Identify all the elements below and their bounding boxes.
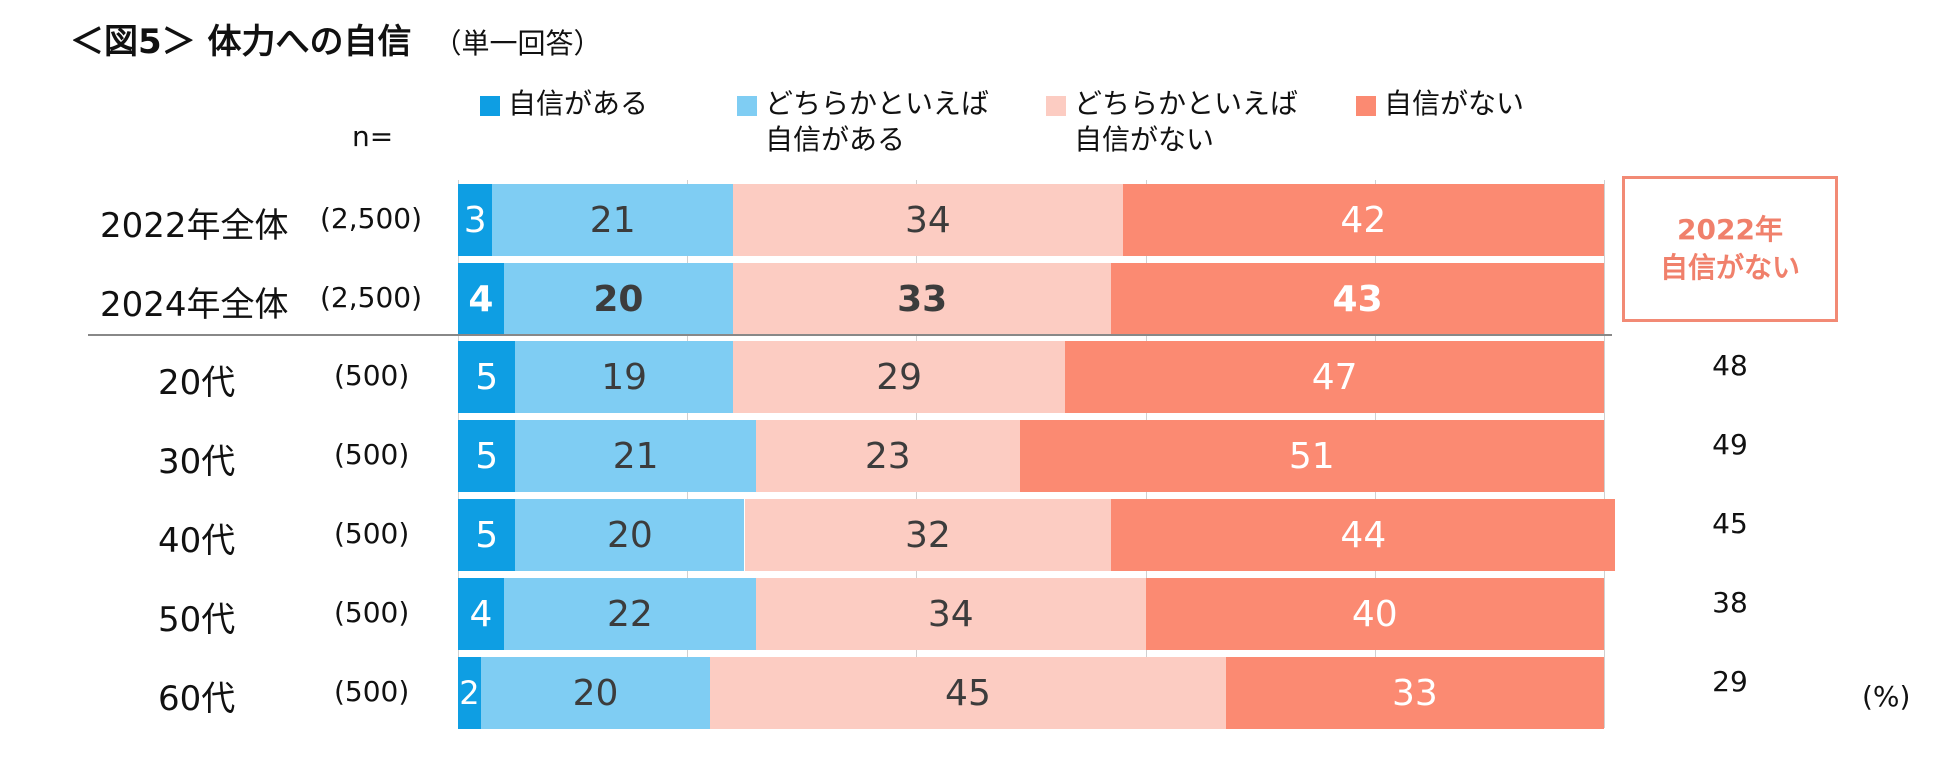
bar-segment: 3 (458, 184, 493, 256)
bar-segment: 20 (480, 657, 711, 729)
legend-item: 自信がない (1356, 86, 1525, 122)
bar-segment: 44 (1111, 499, 1616, 571)
bar-segment: 34 (755, 578, 1146, 650)
bar-segment: 34 (733, 184, 1123, 256)
side-box-2022-not-confident: 2022年 自信がない (1622, 176, 1838, 322)
side-value: 29 (1712, 665, 1748, 698)
row-label: 30代 (158, 442, 236, 482)
legend-swatch (480, 96, 500, 116)
bar-segment: 23 (755, 420, 1020, 492)
legend-label: どちらかといえば (765, 87, 990, 120)
legend-label: 自信がある (765, 123, 906, 156)
row-count: (500) (334, 438, 410, 471)
legend-label: 自信がない (1384, 87, 1525, 120)
row-count: (2,500) (320, 202, 423, 235)
side-box-line2: 自信がない (1659, 251, 1800, 284)
row-label: 2022年全体 (100, 206, 289, 246)
legend-label: 自信がある (508, 87, 649, 120)
row-count: (500) (334, 596, 410, 629)
title-main: ＜図5＞ 体力への自信 (70, 22, 412, 62)
legend-item: どちらかといえば 自信がない (1046, 86, 1299, 158)
bar-segment: 20 (503, 263, 734, 335)
bar-segment: 21 (492, 184, 734, 256)
bar-segment: 5 (458, 420, 516, 492)
side-box-line1: 2022年 (1677, 213, 1783, 246)
row-label: 50代 (158, 600, 236, 640)
page-title: ＜図5＞ 体力への自信 （単一回答） (70, 14, 602, 63)
row-count: (500) (334, 359, 410, 392)
legend-swatch (737, 96, 757, 116)
row-label: 40代 (158, 521, 236, 561)
bar-segment: 19 (515, 341, 734, 413)
side-value: 49 (1712, 428, 1748, 461)
bar-segment: 33 (1225, 657, 1604, 729)
bar-segment: 22 (503, 578, 756, 650)
bar-segment: 47 (1065, 341, 1604, 413)
title-sub: （単一回答） (433, 27, 602, 60)
row-label: 2024年全体 (100, 285, 289, 325)
gridline (1604, 180, 1605, 728)
bar-segment: 4 (458, 263, 504, 335)
row-count: (500) (334, 517, 410, 550)
bar-segment: 20 (515, 499, 745, 571)
bar-segment: 42 (1122, 184, 1604, 256)
row-label: 20代 (158, 363, 236, 403)
legend-label: 自信がない (1074, 123, 1215, 156)
bar-segment: 51 (1019, 420, 1604, 492)
bar-segment: 5 (458, 341, 516, 413)
legend-item: どちらかといえば 自信がある (737, 86, 990, 158)
n-label: n= (352, 120, 394, 153)
legend-swatch (1356, 96, 1376, 116)
bar-segment: 29 (733, 341, 1066, 413)
bar-segment: 40 (1145, 578, 1604, 650)
bar-segment: 5 (458, 499, 516, 571)
section-divider (88, 334, 1612, 336)
bar-segment: 33 (733, 263, 1112, 335)
row-label: 60代 (158, 679, 236, 719)
bar-segment: 2 (458, 657, 481, 729)
side-value: 38 (1712, 586, 1748, 619)
legend-label: どちらかといえば (1074, 87, 1299, 120)
side-value: 45 (1712, 507, 1748, 540)
bar-segment: 45 (710, 657, 1226, 729)
row-count: (2,500) (320, 281, 423, 314)
bar-segment: 43 (1111, 263, 1604, 335)
unit-label: (%) (1862, 680, 1911, 713)
legend-item: 自信がある (480, 86, 649, 122)
bar-segment: 4 (458, 578, 504, 650)
bar-segment: 32 (744, 499, 1112, 571)
bar-segment: 21 (515, 420, 756, 492)
row-count: (500) (334, 675, 410, 708)
side-value: 48 (1712, 349, 1748, 382)
legend-swatch (1046, 96, 1066, 116)
